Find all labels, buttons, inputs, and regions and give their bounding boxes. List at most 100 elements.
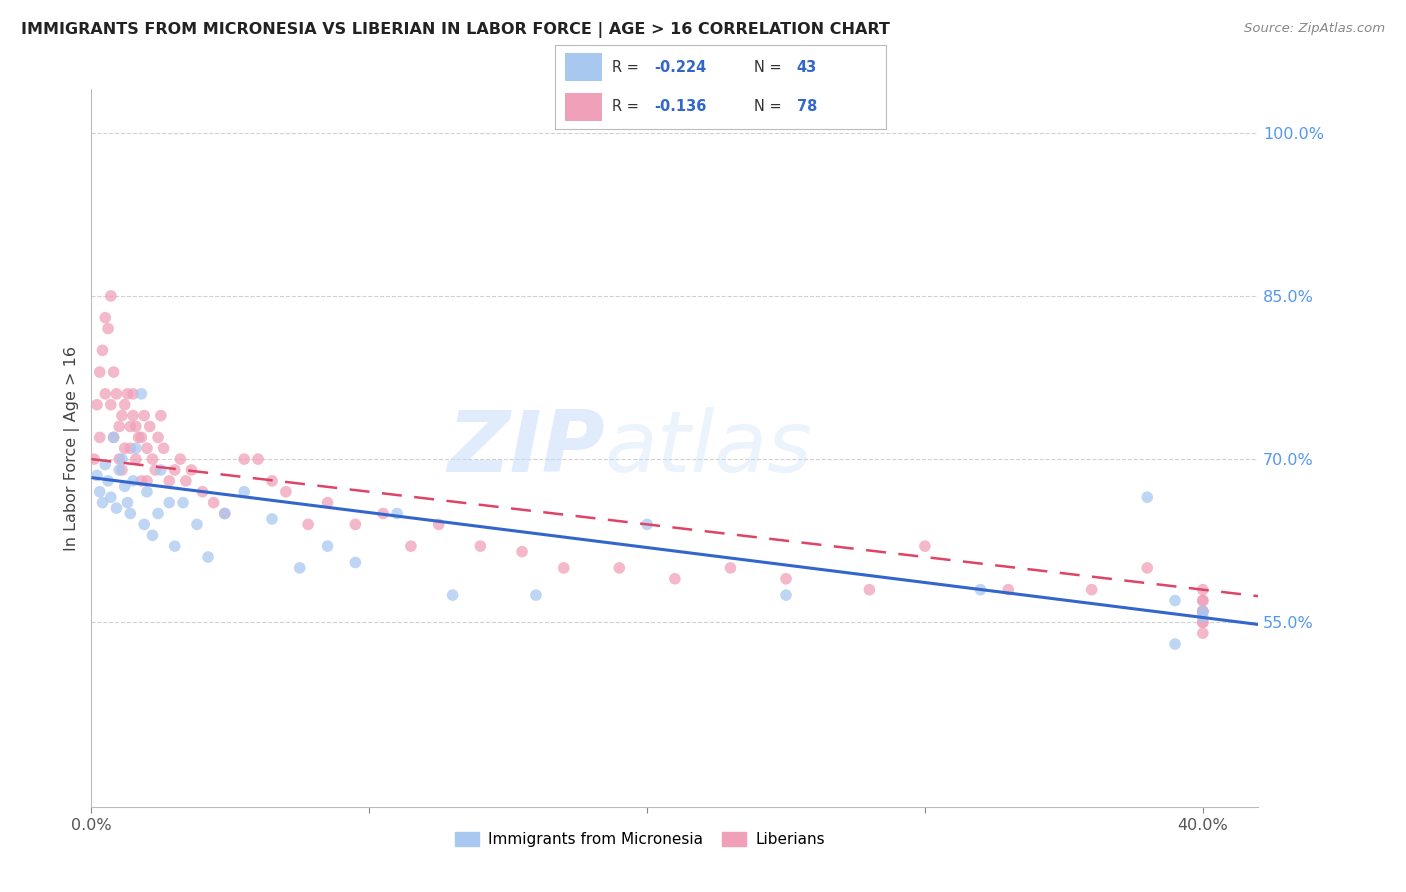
Point [636, 517, 658, 532]
Point [131, 430, 153, 444]
Point [149, 409, 172, 423]
Point [108, 463, 131, 477]
Text: -0.224: -0.224 [654, 60, 707, 75]
Point [86, 398, 108, 412]
Point [191, 484, 214, 499]
Text: 78: 78 [797, 99, 817, 114]
Point [247, 452, 270, 467]
Point [470, 539, 492, 553]
Point [288, 561, 311, 575]
Point [91, 343, 114, 358]
Point [344, 517, 367, 532]
Point [91, 495, 114, 509]
Point [100, 398, 122, 412]
Point [122, 474, 145, 488]
Point [157, 474, 180, 488]
Point [97, 474, 120, 488]
Point [1164, 593, 1187, 607]
Point [172, 495, 194, 509]
Point [125, 442, 148, 455]
Point [111, 452, 134, 467]
Point [105, 501, 128, 516]
Point [89, 365, 111, 379]
Point [316, 495, 339, 509]
Point [111, 463, 134, 477]
Point [131, 387, 153, 401]
Point [186, 517, 208, 532]
Point [122, 409, 145, 423]
Point [134, 517, 156, 532]
Point [427, 517, 450, 532]
Point [94, 387, 117, 401]
Text: ZIP: ZIP [447, 407, 605, 490]
Point [138, 419, 162, 434]
Point [1191, 610, 1213, 624]
Point [114, 398, 136, 412]
Point [553, 561, 575, 575]
Point [202, 495, 225, 509]
Point [858, 582, 880, 597]
Point [233, 452, 256, 467]
Point [100, 289, 122, 303]
Point [117, 387, 139, 401]
Point [120, 442, 142, 455]
Point [120, 507, 142, 521]
Point [1191, 626, 1213, 640]
Point [1191, 615, 1213, 630]
Point [233, 484, 256, 499]
Text: N =: N = [754, 99, 786, 114]
Point [344, 556, 367, 570]
Legend: Immigrants from Micronesia, Liberians: Immigrants from Micronesia, Liberians [449, 826, 831, 854]
Text: R =: R = [612, 60, 643, 75]
Point [385, 507, 408, 521]
Point [1191, 604, 1213, 618]
Point [169, 452, 191, 467]
Point [524, 588, 547, 602]
Point [197, 549, 219, 564]
Point [510, 544, 533, 558]
Text: N =: N = [754, 60, 786, 75]
Point [141, 452, 163, 467]
Point [399, 539, 422, 553]
Point [1191, 615, 1213, 630]
Bar [565, 93, 602, 120]
Text: -0.136: -0.136 [654, 99, 707, 114]
Point [1136, 490, 1159, 504]
Point [720, 561, 742, 575]
Text: R =: R = [612, 99, 643, 114]
Point [131, 474, 153, 488]
Point [969, 582, 991, 597]
Point [180, 463, 202, 477]
Point [1164, 637, 1187, 651]
Point [157, 495, 180, 509]
Point [1191, 604, 1213, 618]
Point [1080, 582, 1102, 597]
Point [89, 484, 111, 499]
Point [108, 452, 131, 467]
Point [1191, 604, 1213, 618]
Point [120, 419, 142, 434]
Point [997, 582, 1019, 597]
Point [775, 572, 797, 586]
Text: IMMIGRANTS FROM MICRONESIA VS LIBERIAN IN LABOR FORCE | AGE > 16 CORRELATION CHA: IMMIGRANTS FROM MICRONESIA VS LIBERIAN I… [21, 22, 890, 38]
Point [260, 474, 283, 488]
Point [152, 442, 174, 455]
Point [214, 507, 236, 521]
Point [163, 539, 186, 553]
Point [103, 430, 125, 444]
Point [260, 512, 283, 526]
Point [83, 452, 105, 467]
Point [163, 463, 186, 477]
Point [371, 507, 394, 521]
Point [914, 539, 936, 553]
Y-axis label: In Labor Force | Age > 16: In Labor Force | Age > 16 [65, 346, 80, 550]
Point [117, 495, 139, 509]
Point [1191, 593, 1213, 607]
Point [134, 409, 156, 423]
Point [136, 484, 159, 499]
Point [149, 463, 172, 477]
Point [174, 474, 197, 488]
Point [141, 528, 163, 542]
Text: 43: 43 [797, 60, 817, 75]
Point [125, 452, 148, 467]
